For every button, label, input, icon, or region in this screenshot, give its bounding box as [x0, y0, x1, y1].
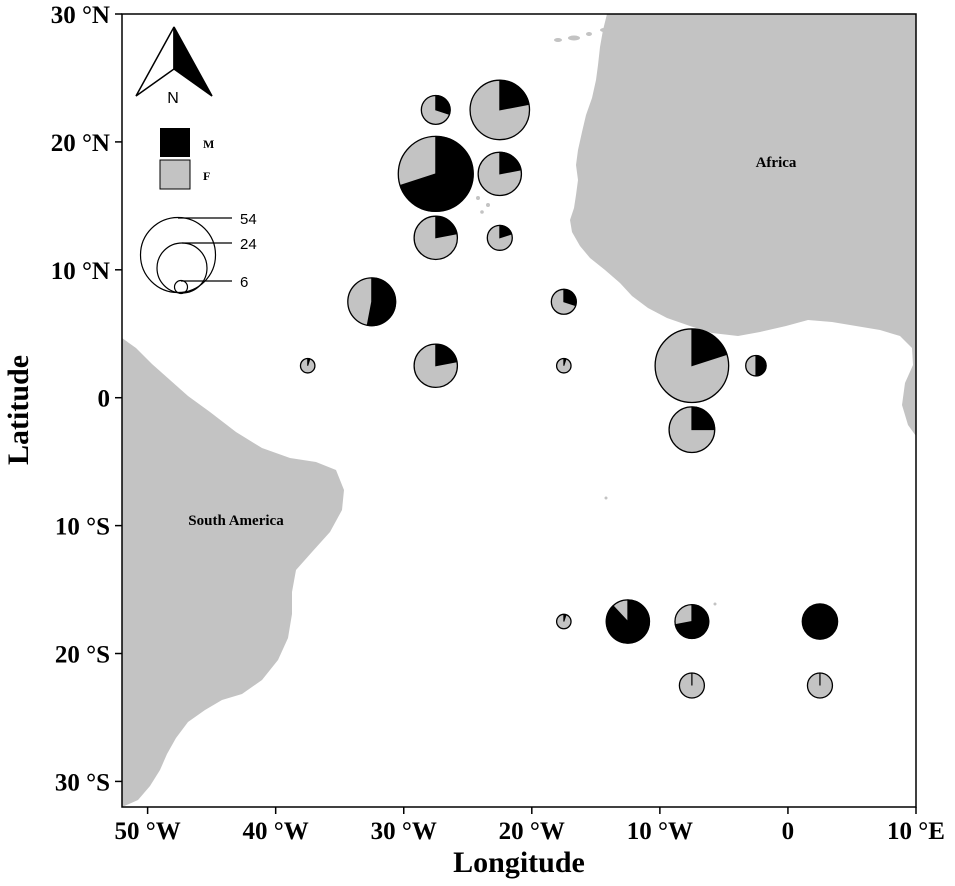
pie-marker	[555, 357, 572, 374]
x-tick-label: 0	[782, 818, 795, 845]
pie-outline	[555, 357, 572, 374]
pie-marker	[678, 672, 706, 699]
pie-marker	[420, 94, 451, 126]
size-legend-label-24: 24	[240, 236, 257, 253]
size-legend-label-6: 6	[240, 274, 248, 291]
pie-marker	[477, 151, 523, 197]
pie-outline	[469, 79, 531, 141]
pie-outline	[605, 599, 651, 644]
island	[476, 196, 480, 200]
legend-label-male: M	[203, 137, 214, 151]
pie-marker	[674, 603, 710, 640]
pie-marker	[801, 603, 839, 640]
pie-outline	[299, 357, 316, 374]
y-tick-label: 0	[98, 386, 111, 413]
island	[554, 38, 562, 42]
sex-legend: M F	[159, 128, 214, 190]
pie-marker	[413, 343, 459, 389]
pie-marker	[469, 79, 531, 141]
pie-outline	[397, 135, 474, 213]
pie-marker	[555, 613, 572, 630]
x-tick-label: 10 °W	[627, 818, 693, 845]
legend-swatch-male	[160, 128, 190, 157]
pie-outline	[674, 603, 710, 640]
pie-outline	[347, 277, 397, 327]
pie-outline	[745, 354, 767, 377]
pie-outline	[668, 406, 716, 454]
pie-outline	[413, 215, 459, 261]
island	[713, 602, 717, 606]
size-legend-label-54: 54	[240, 211, 257, 228]
x-axis-title: Longitude	[453, 846, 585, 879]
pie-marker	[413, 215, 459, 261]
pie-marker	[605, 599, 651, 644]
x-tick-label: 10 °E	[887, 818, 945, 845]
north-arrow-icon: N	[135, 26, 213, 107]
island	[480, 210, 484, 214]
legend-swatch-female	[159, 159, 191, 190]
pie-outline	[486, 224, 513, 251]
island	[486, 203, 490, 207]
south-america-label: South America	[188, 513, 284, 529]
island	[604, 496, 608, 500]
pie-outline	[806, 672, 834, 699]
pie-outline	[678, 672, 706, 699]
pie-marker	[745, 354, 767, 377]
pie-outline	[801, 603, 839, 640]
x-tick-label: 30 °W	[371, 818, 437, 845]
pie-marker	[550, 288, 577, 315]
x-tick-label: 50 °W	[114, 818, 180, 845]
north-arrow-label: N	[167, 90, 179, 107]
pie-marker	[654, 328, 730, 404]
x-tick-label: 20 °W	[499, 818, 565, 845]
y-tick-label: 20 °S	[55, 642, 110, 669]
y-tick-label: 20 °N	[51, 130, 110, 157]
pie-outline	[477, 151, 523, 197]
island	[586, 32, 592, 36]
y-tick-label: 30 °S	[55, 769, 110, 796]
south-america-landmass	[122, 338, 344, 807]
y-tick-label: 30 °N	[51, 2, 110, 29]
pie-outline	[420, 94, 451, 126]
island	[568, 35, 580, 41]
pie-marker	[668, 406, 716, 454]
pie-marker	[806, 672, 834, 699]
y-tick-label: 10 °N	[51, 258, 110, 285]
x-tick-label: 40 °W	[243, 818, 309, 845]
africa-label: Africa	[756, 155, 797, 171]
pie-male-slice	[802, 603, 838, 640]
legend-label-female: F	[203, 169, 210, 183]
pie-marker	[347, 277, 397, 327]
pie-marker	[486, 224, 513, 251]
pie-marker	[299, 357, 316, 374]
y-axis-title: Latitude	[2, 355, 35, 465]
pie-outline	[555, 613, 572, 630]
pie-outline	[550, 288, 577, 315]
y-tick-label: 10 °S	[55, 514, 110, 541]
plot-frame	[121, 13, 917, 808]
island	[600, 28, 608, 32]
size-legend: 54 24 6	[139, 211, 257, 295]
pie-marker	[397, 135, 474, 213]
pie-outline	[413, 343, 459, 389]
pie-outline	[654, 328, 730, 404]
africa-landmass	[570, 14, 916, 436]
